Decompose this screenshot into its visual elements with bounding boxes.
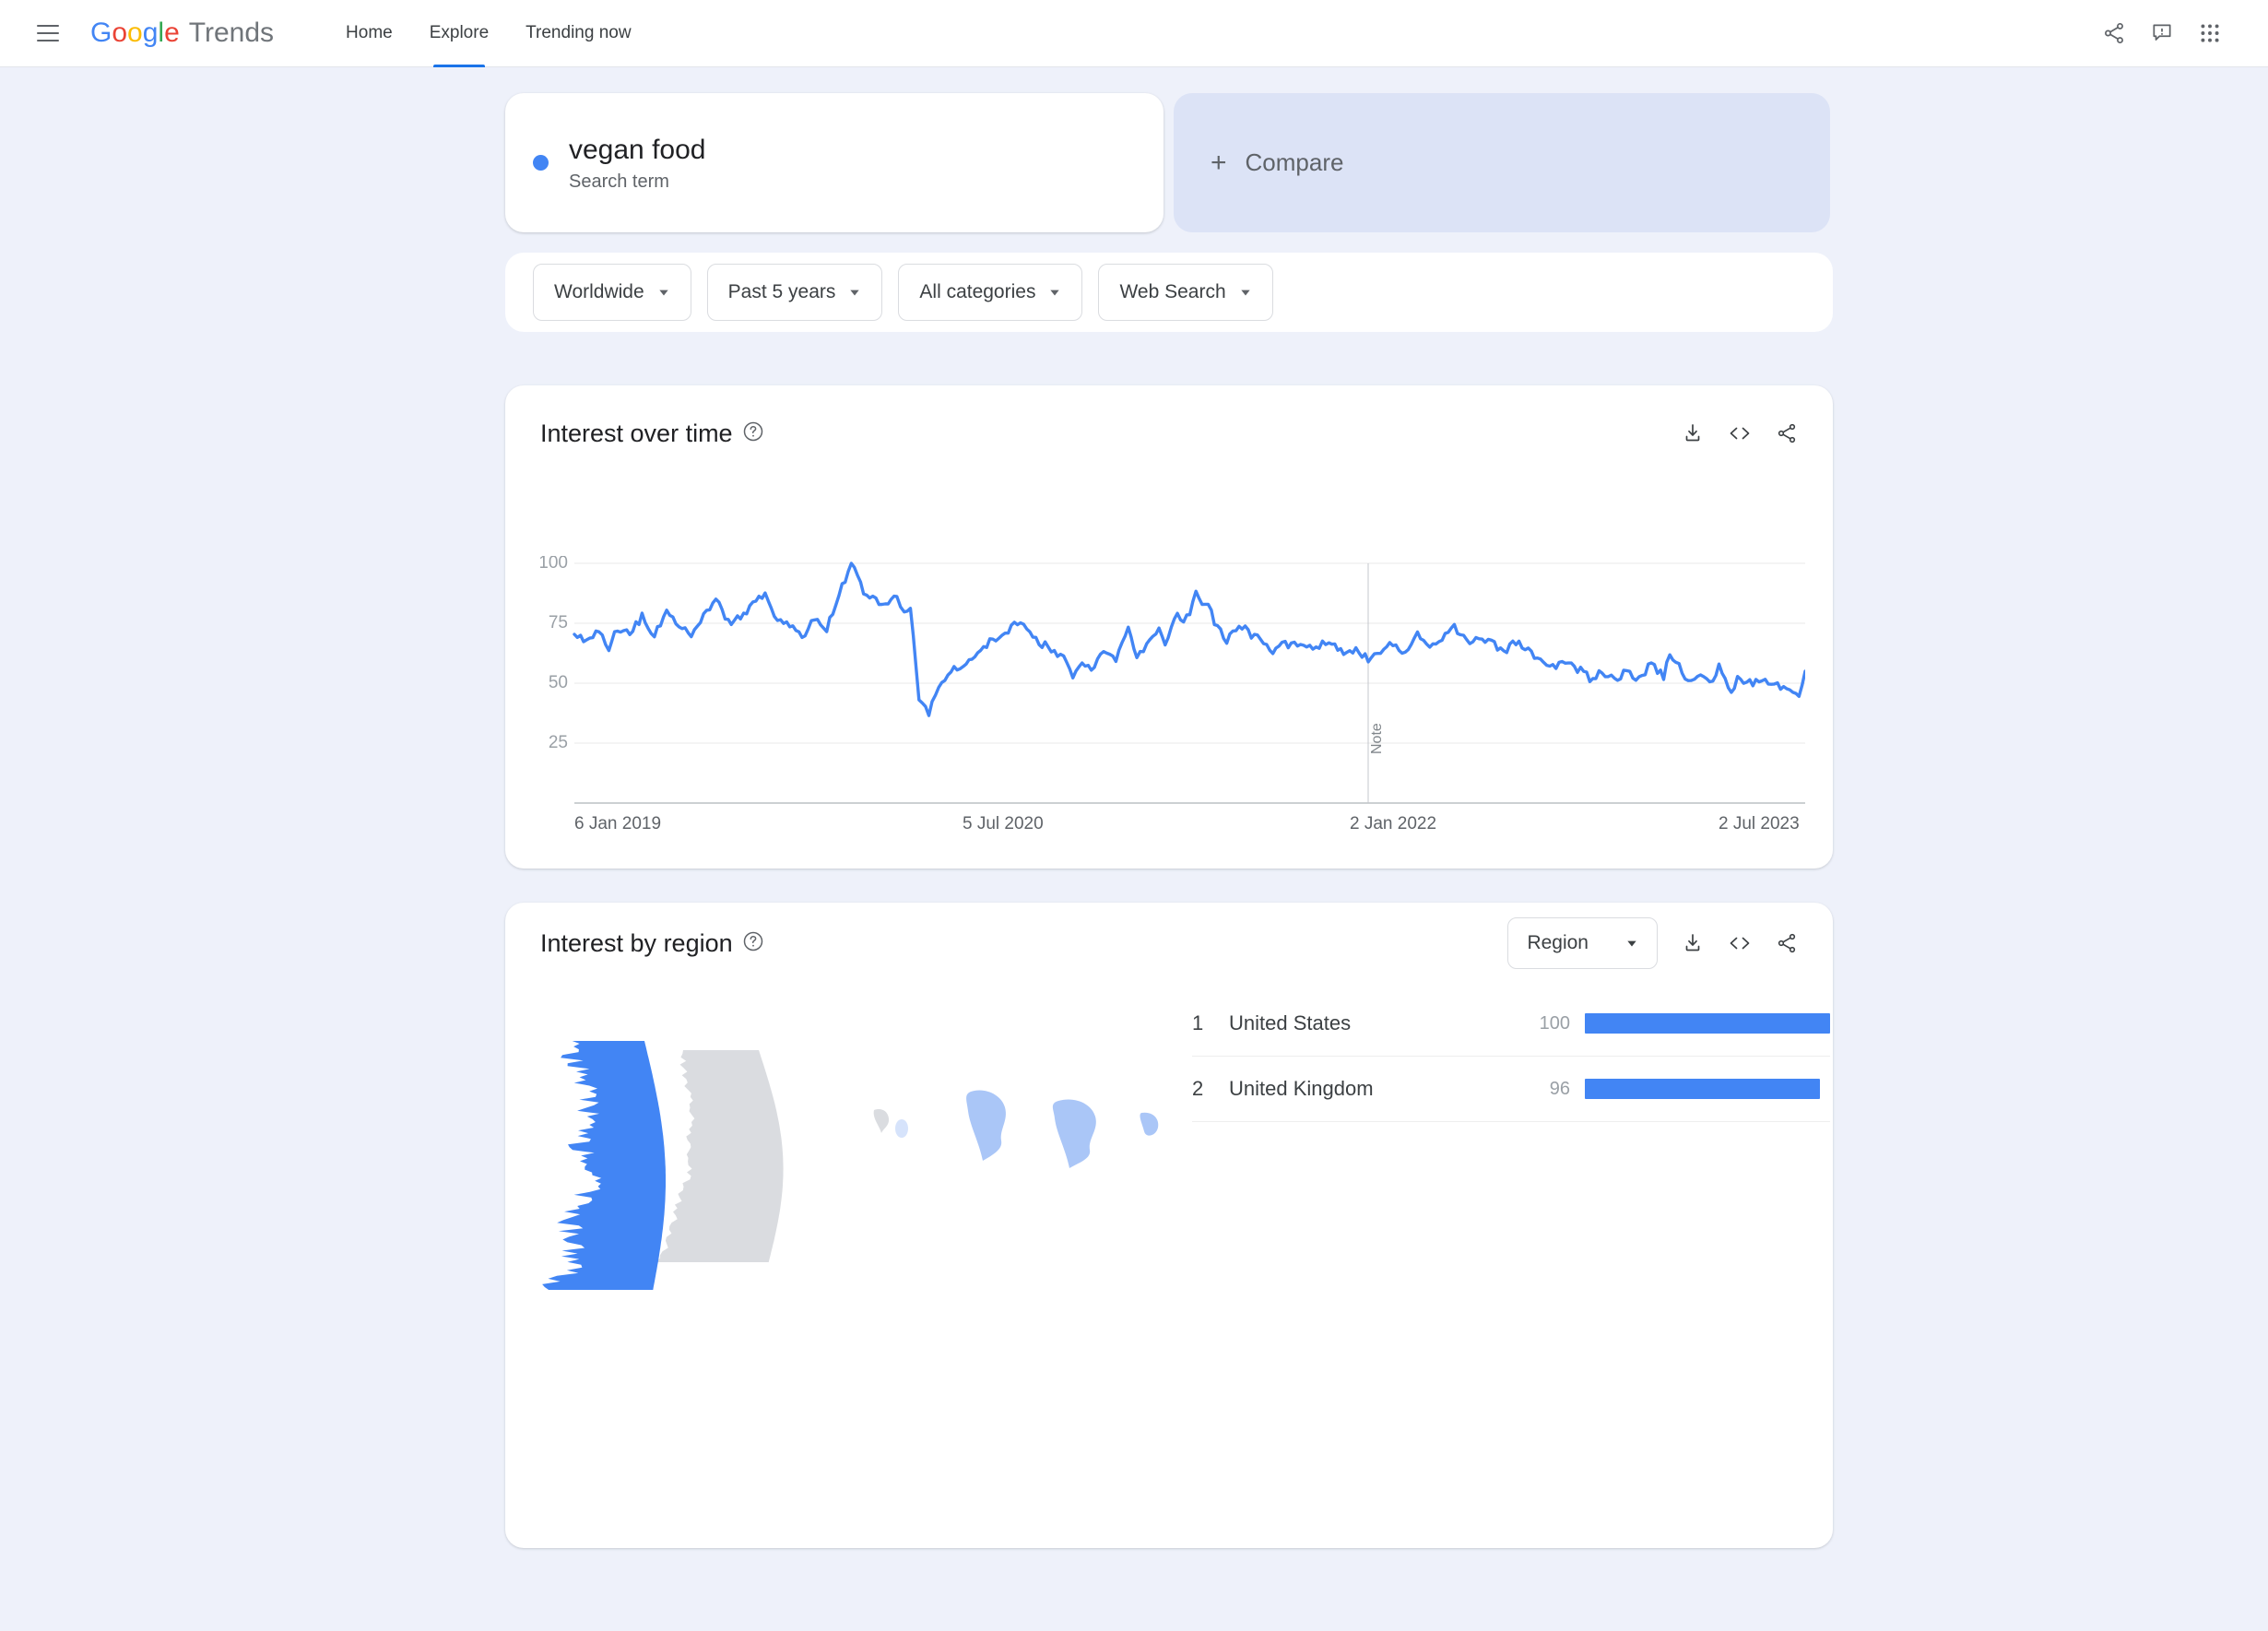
svg-text:25: 25 xyxy=(549,733,568,752)
svg-text:100: 100 xyxy=(540,556,568,573)
svg-text:Note: Note xyxy=(1369,723,1385,754)
svg-text:50: 50 xyxy=(549,673,568,692)
svg-text:75: 75 xyxy=(549,613,568,632)
